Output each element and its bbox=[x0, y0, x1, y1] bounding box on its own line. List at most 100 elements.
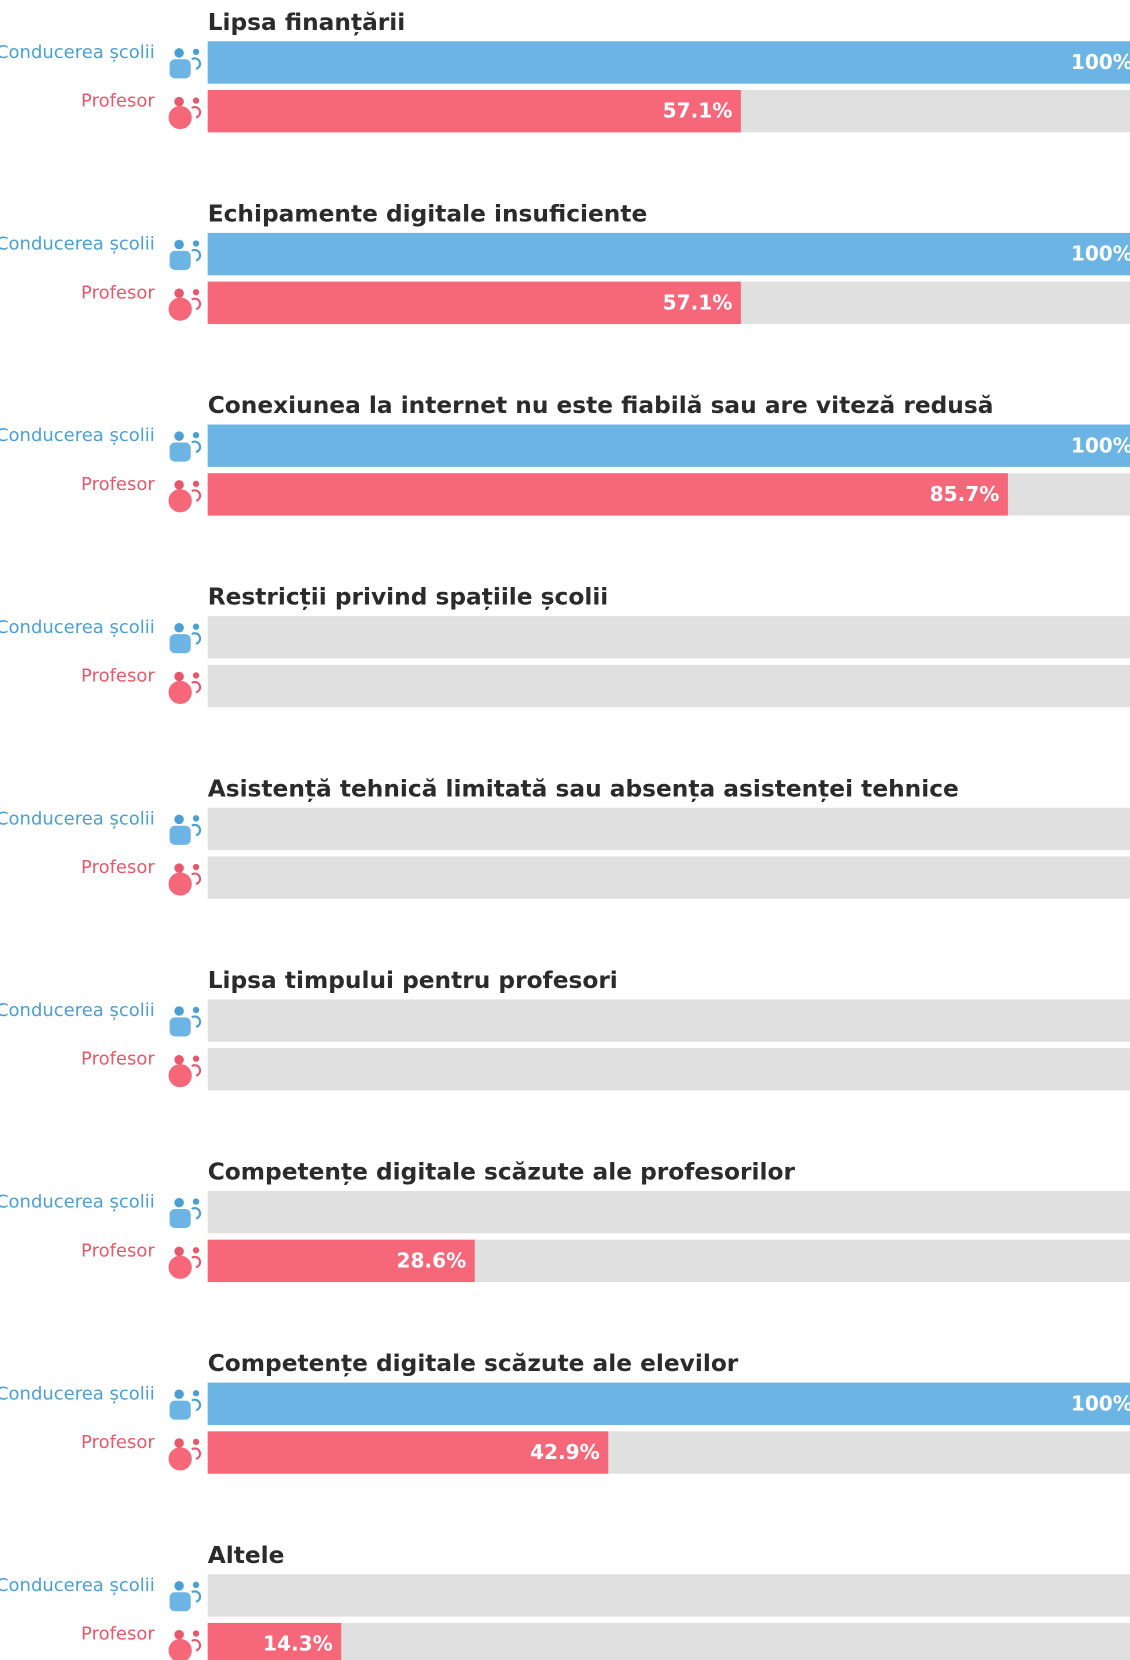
person-icon bbox=[169, 1389, 202, 1420]
icon-arc bbox=[191, 1207, 202, 1220]
series-label: Profesor bbox=[81, 1432, 155, 1453]
bar-track bbox=[207, 1574, 1130, 1617]
icon-body bbox=[169, 634, 191, 654]
series-label: Conducerea școlii bbox=[0, 1000, 155, 1021]
series-label: Profesor bbox=[81, 1049, 155, 1070]
icon-head bbox=[174, 814, 184, 825]
person-icon bbox=[169, 1197, 202, 1229]
person-icon bbox=[169, 814, 202, 845]
category-title: Restricții privind spațiile școlii bbox=[208, 584, 609, 611]
icon-head-small bbox=[192, 97, 200, 104]
icon-body bbox=[168, 1447, 192, 1471]
icon-body bbox=[169, 825, 191, 845]
person-icon bbox=[169, 1581, 202, 1612]
icon-head bbox=[174, 623, 184, 633]
icon-head-small bbox=[192, 240, 200, 247]
icon-body bbox=[168, 680, 192, 705]
series-label: Conducerea școlii bbox=[0, 1575, 155, 1596]
series-label: Profesor bbox=[81, 91, 155, 112]
bar bbox=[207, 473, 1008, 516]
icon-head-small bbox=[192, 480, 200, 487]
icon-body bbox=[168, 1255, 192, 1279]
icon-body bbox=[169, 59, 191, 79]
icon-head bbox=[174, 863, 184, 873]
icon-head bbox=[174, 1581, 184, 1591]
series-label: Profesor bbox=[81, 857, 155, 878]
value-label: 100% bbox=[1071, 50, 1130, 74]
category-title: Lipsa timpului pentru profesori bbox=[208, 967, 618, 994]
icon-body bbox=[169, 250, 191, 270]
icon-head bbox=[174, 288, 184, 299]
person-icon bbox=[169, 1006, 202, 1037]
value-label: 100% bbox=[1071, 242, 1130, 266]
value-label: 100% bbox=[1071, 433, 1130, 457]
bar bbox=[207, 281, 741, 324]
icon-head bbox=[174, 1197, 184, 1208]
person-icon bbox=[168, 671, 202, 705]
series-label: Profesor bbox=[81, 1624, 155, 1645]
icon-arc bbox=[191, 872, 202, 886]
icon-arc bbox=[191, 1015, 202, 1028]
icon-head-small bbox=[192, 1581, 200, 1589]
icon-head bbox=[174, 239, 184, 250]
series-label: Profesor bbox=[81, 1240, 155, 1261]
icon-head-small bbox=[192, 863, 200, 871]
icon-head-small bbox=[192, 1247, 200, 1254]
icon-arc bbox=[191, 489, 202, 502]
icon-head-small bbox=[192, 1390, 200, 1397]
person-icon bbox=[169, 623, 202, 654]
value-label: 28.6% bbox=[397, 1248, 467, 1272]
icon-body bbox=[169, 1017, 191, 1037]
icon-head bbox=[174, 431, 184, 441]
icon-body bbox=[169, 1592, 191, 1612]
icon-body bbox=[169, 1209, 191, 1229]
icon-head-small bbox=[192, 1198, 200, 1205]
bar-track bbox=[207, 1048, 1130, 1091]
icon-arc bbox=[191, 632, 202, 645]
category-title: Conexiunea la internet nu este fiabilă s… bbox=[208, 392, 994, 419]
icon-head-small bbox=[192, 1438, 200, 1446]
icon-arc bbox=[191, 680, 202, 694]
icon-arc bbox=[191, 106, 202, 119]
person-icon bbox=[169, 48, 202, 79]
icon-head bbox=[174, 1629, 184, 1640]
value-label: 57.1% bbox=[663, 290, 733, 314]
icon-head-small bbox=[192, 431, 200, 439]
bar bbox=[207, 1431, 609, 1474]
bar-track bbox=[207, 807, 1130, 851]
person-icon bbox=[168, 96, 202, 130]
icon-arc bbox=[191, 57, 202, 70]
series-label: Profesor bbox=[81, 474, 155, 495]
icon-head bbox=[174, 671, 184, 682]
person-icon bbox=[169, 239, 202, 270]
icon-head bbox=[174, 1006, 184, 1016]
icon-head-small bbox=[192, 815, 200, 822]
category-title: Competențe digitale scăzute ale profesor… bbox=[208, 1159, 796, 1186]
icon-head-small bbox=[192, 1630, 200, 1637]
person-icon bbox=[168, 863, 202, 896]
icon-arc bbox=[191, 1639, 202, 1652]
icon-arc bbox=[191, 823, 202, 837]
icon-arc bbox=[191, 297, 202, 311]
icon-head bbox=[174, 1054, 184, 1065]
icon-arc bbox=[191, 1447, 202, 1460]
icon-head bbox=[174, 96, 184, 107]
bar bbox=[207, 41, 1130, 84]
icon-body bbox=[168, 489, 192, 513]
person-icon bbox=[168, 480, 202, 513]
series-label: Conducerea școlii bbox=[0, 808, 155, 829]
series-label: Conducerea școlii bbox=[0, 42, 155, 63]
icon-body bbox=[168, 872, 192, 896]
value-label: 85.7% bbox=[930, 482, 1000, 506]
person-icon bbox=[169, 431, 202, 462]
icon-head bbox=[174, 1246, 184, 1257]
bar bbox=[207, 1382, 1130, 1425]
series-label: Conducerea școlii bbox=[0, 1383, 155, 1404]
icon-head bbox=[174, 1438, 184, 1448]
icon-head-small bbox=[192, 289, 200, 296]
icon-head bbox=[174, 480, 184, 490]
series-label: Profesor bbox=[81, 282, 155, 303]
person-icon bbox=[168, 1629, 202, 1660]
person-icon bbox=[168, 1054, 202, 1088]
